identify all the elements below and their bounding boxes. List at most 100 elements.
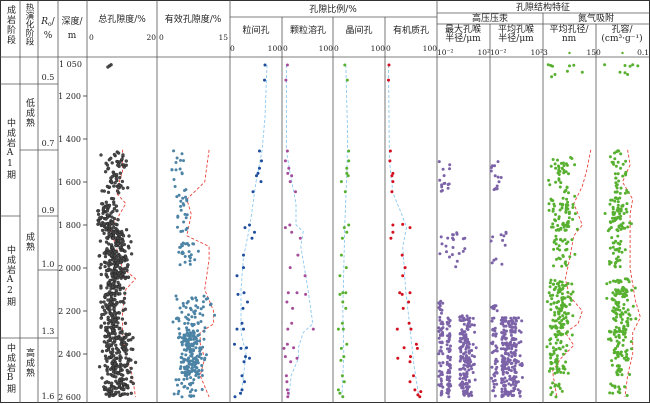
data-point bbox=[116, 276, 120, 280]
data-point bbox=[122, 347, 126, 351]
data-point bbox=[112, 307, 116, 311]
data-point bbox=[445, 250, 448, 254]
data-point bbox=[571, 206, 575, 209]
data-point bbox=[617, 281, 621, 285]
data-point bbox=[345, 78, 349, 82]
data-point bbox=[501, 322, 505, 326]
data-point bbox=[253, 230, 256, 234]
data-point bbox=[561, 221, 565, 225]
data-point bbox=[568, 303, 572, 306]
data-point bbox=[560, 292, 564, 296]
data-point bbox=[557, 177, 561, 181]
data-point bbox=[467, 351, 471, 355]
thermal-mature: 成熟 bbox=[24, 231, 35, 252]
data-point bbox=[189, 350, 193, 354]
data-point bbox=[545, 300, 549, 304]
thermal-low-mature: 低成熟 bbox=[24, 97, 35, 128]
data-point bbox=[626, 225, 630, 229]
data-point bbox=[551, 225, 555, 229]
data-point bbox=[122, 296, 127, 301]
data-point bbox=[619, 227, 623, 231]
data-point bbox=[621, 289, 625, 293]
data-point bbox=[109, 312, 114, 316]
data-point bbox=[105, 286, 109, 290]
data-point bbox=[624, 335, 627, 339]
data-point bbox=[564, 248, 568, 252]
data-point bbox=[554, 228, 558, 232]
panel-avg_throat: 平均孔喉半径/μm 10⁻² 10² bbox=[489, 23, 543, 399]
data-point bbox=[624, 358, 628, 362]
data-point bbox=[614, 239, 618, 243]
data-point bbox=[106, 268, 110, 272]
data-point bbox=[495, 382, 499, 386]
depth-tick-label: 2 200 bbox=[58, 307, 81, 316]
data-point bbox=[118, 245, 123, 249]
data-point bbox=[564, 209, 568, 213]
data-point bbox=[347, 149, 351, 153]
data-point bbox=[209, 302, 213, 306]
data-point bbox=[110, 374, 115, 378]
data-point bbox=[449, 366, 452, 370]
data-point bbox=[520, 376, 524, 379]
data-point bbox=[182, 385, 186, 389]
data-point bbox=[184, 306, 188, 309]
data-point bbox=[110, 391, 114, 395]
data-point bbox=[617, 364, 621, 368]
data-point bbox=[100, 202, 104, 206]
data-point bbox=[292, 346, 296, 350]
data-point bbox=[613, 157, 617, 161]
data-point bbox=[462, 336, 466, 340]
data-point bbox=[557, 256, 561, 260]
data-point bbox=[115, 347, 119, 351]
data-point bbox=[233, 342, 236, 346]
data-point bbox=[113, 339, 117, 343]
data-point bbox=[131, 381, 135, 386]
data-point bbox=[549, 278, 553, 282]
data-point bbox=[550, 198, 554, 202]
data-point bbox=[562, 322, 566, 326]
data-point bbox=[183, 335, 187, 339]
data-point bbox=[570, 282, 574, 286]
data-point bbox=[246, 300, 249, 304]
data-point bbox=[114, 243, 118, 248]
data-point bbox=[608, 337, 612, 341]
data-point bbox=[283, 159, 287, 163]
data-point bbox=[202, 329, 206, 333]
data-point bbox=[450, 253, 454, 257]
data-point bbox=[198, 312, 202, 316]
data-point bbox=[439, 345, 443, 349]
data-point bbox=[177, 193, 181, 197]
data-point bbox=[554, 213, 557, 216]
x-tick-label-max: 15 bbox=[586, 48, 596, 57]
data-point bbox=[192, 394, 196, 398]
data-point bbox=[409, 327, 413, 331]
data-point bbox=[505, 379, 509, 383]
trend-line bbox=[186, 149, 215, 398]
depth-tick-label: 1 050 bbox=[59, 60, 82, 69]
data-point bbox=[197, 355, 201, 359]
data-point bbox=[115, 172, 119, 177]
data-point bbox=[115, 209, 119, 213]
data-point bbox=[104, 200, 108, 204]
data-point bbox=[102, 340, 106, 344]
data-point bbox=[102, 308, 107, 312]
data-point bbox=[184, 353, 188, 357]
data-point bbox=[571, 203, 575, 206]
data-point bbox=[454, 265, 458, 269]
data-point bbox=[129, 240, 133, 244]
data-point bbox=[550, 75, 554, 79]
data-point bbox=[126, 263, 130, 267]
data-point bbox=[564, 242, 568, 246]
data-point bbox=[553, 239, 557, 242]
data-point bbox=[115, 291, 119, 295]
data-point bbox=[490, 261, 494, 265]
data-point bbox=[200, 356, 203, 360]
data-point bbox=[202, 294, 206, 298]
data-point bbox=[545, 345, 549, 349]
data-point bbox=[122, 242, 127, 247]
data-point bbox=[259, 180, 263, 184]
data-point bbox=[439, 235, 443, 239]
data-point bbox=[200, 388, 204, 391]
data-point bbox=[186, 386, 190, 390]
data-point bbox=[441, 301, 445, 305]
